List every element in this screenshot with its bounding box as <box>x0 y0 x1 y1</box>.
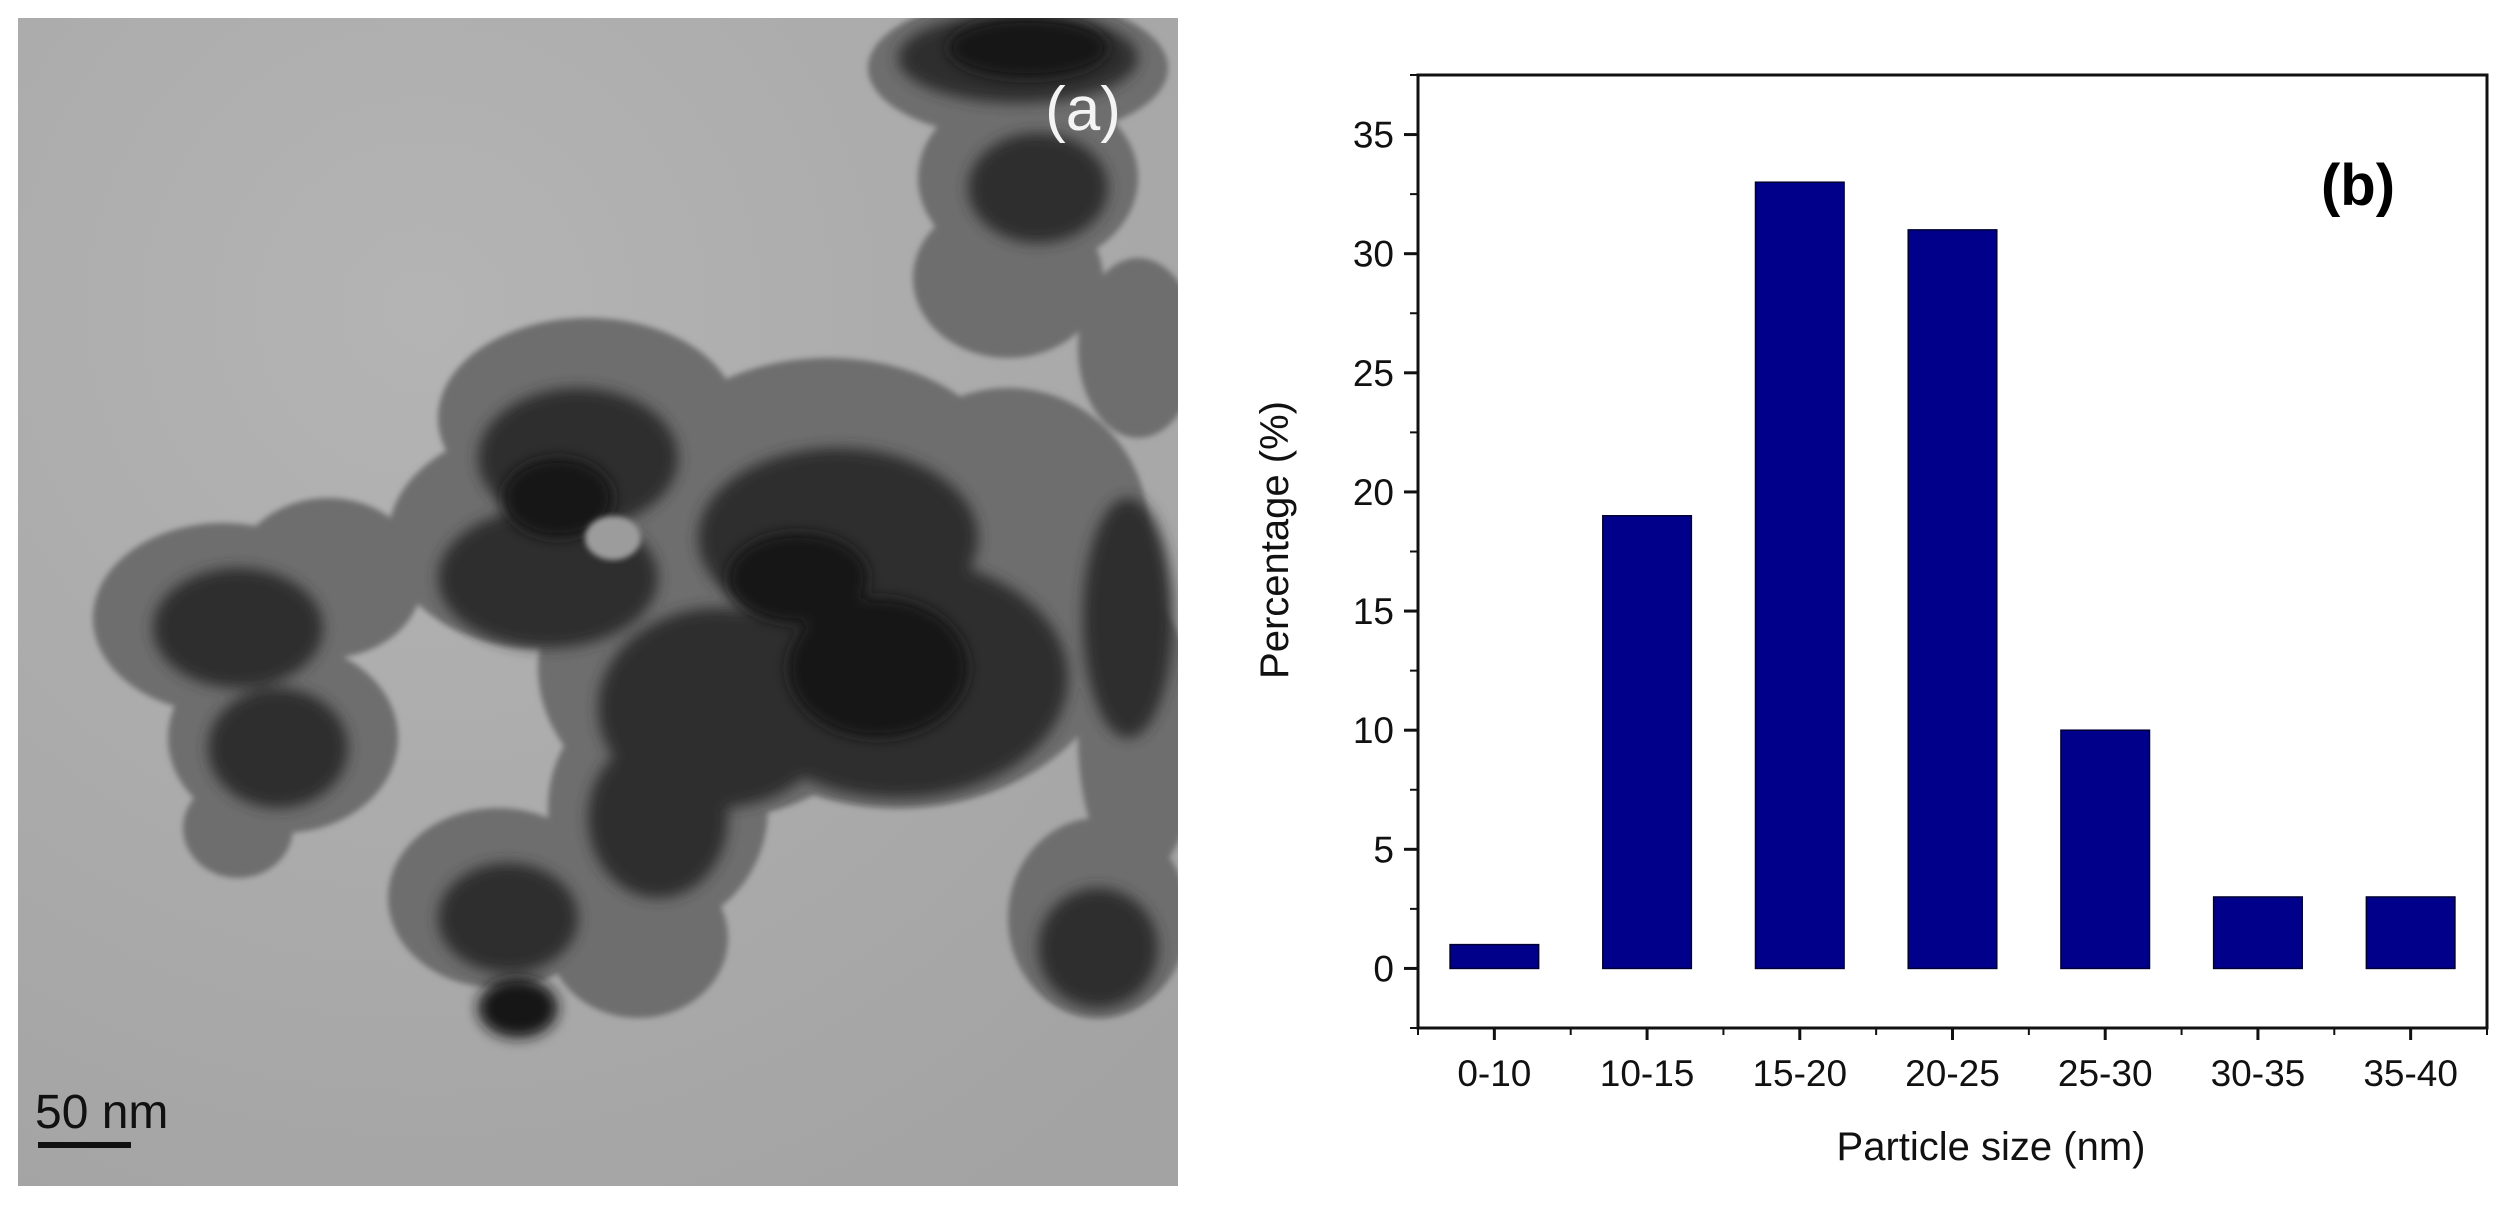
x-tick-label: 20-25 <box>1905 1053 2000 1094</box>
bar-20-25 <box>1907 229 1998 970</box>
x-axis-title: Particle size (nm) <box>1837 1125 2146 1169</box>
x-tick-label: 10-15 <box>1600 1053 1695 1094</box>
y-tick-label: 25 <box>1353 353 1394 394</box>
bar-15-20 <box>1754 181 1845 970</box>
panel-a-label: (a) <box>1045 75 1121 144</box>
particle-size-histogram: 0 5 10 15 20 25 30 35 0-10 10-15 15-20 20-25 25-30 3… <box>1253 73 2489 1169</box>
y-tick-label: 15 <box>1353 591 1394 632</box>
bars <box>1449 181 2456 970</box>
y-tick-label: 30 <box>1353 234 1394 275</box>
bar-0-10 <box>1449 943 1540 970</box>
nanoparticle-aggregates <box>93 18 1178 1038</box>
bar-35-40 <box>2365 896 2456 970</box>
x-axis: 0-10 10-15 15-20 20-25 25-30 30-35 35-40 <box>1417 1028 2488 1094</box>
bar-25-30 <box>2060 729 2151 970</box>
x-tick-label: 0-10 <box>1457 1053 1531 1094</box>
x-tick-label: 30-35 <box>2211 1053 2306 1094</box>
panel-b-label: (b) <box>2321 153 2395 218</box>
x-tick-label: 15-20 <box>1752 1053 1847 1094</box>
scale-bar: 50 nm <box>35 1086 168 1148</box>
y-tick-label: 5 <box>1373 829 1394 870</box>
scale-bar-line <box>38 1142 131 1148</box>
x-tick-label: 35-40 <box>2363 1053 2458 1094</box>
scale-bar-label: 50 nm <box>35 1086 168 1139</box>
y-tick-label: 20 <box>1353 472 1394 513</box>
x-tick-label: 25-30 <box>2058 1053 2153 1094</box>
y-tick-label: 0 <box>1373 948 1394 989</box>
y-axis: 0 5 10 15 20 25 30 35 <box>1353 74 1418 1029</box>
y-tick-label: 35 <box>1353 115 1394 156</box>
bar-30-35 <box>2212 896 2303 970</box>
y-axis-title: Percentage (%) <box>1253 401 1297 679</box>
bar-10-15 <box>1602 515 1693 970</box>
y-tick-label: 10 <box>1353 710 1394 751</box>
tem-micrograph: (a) 50 nm <box>18 18 1178 1186</box>
